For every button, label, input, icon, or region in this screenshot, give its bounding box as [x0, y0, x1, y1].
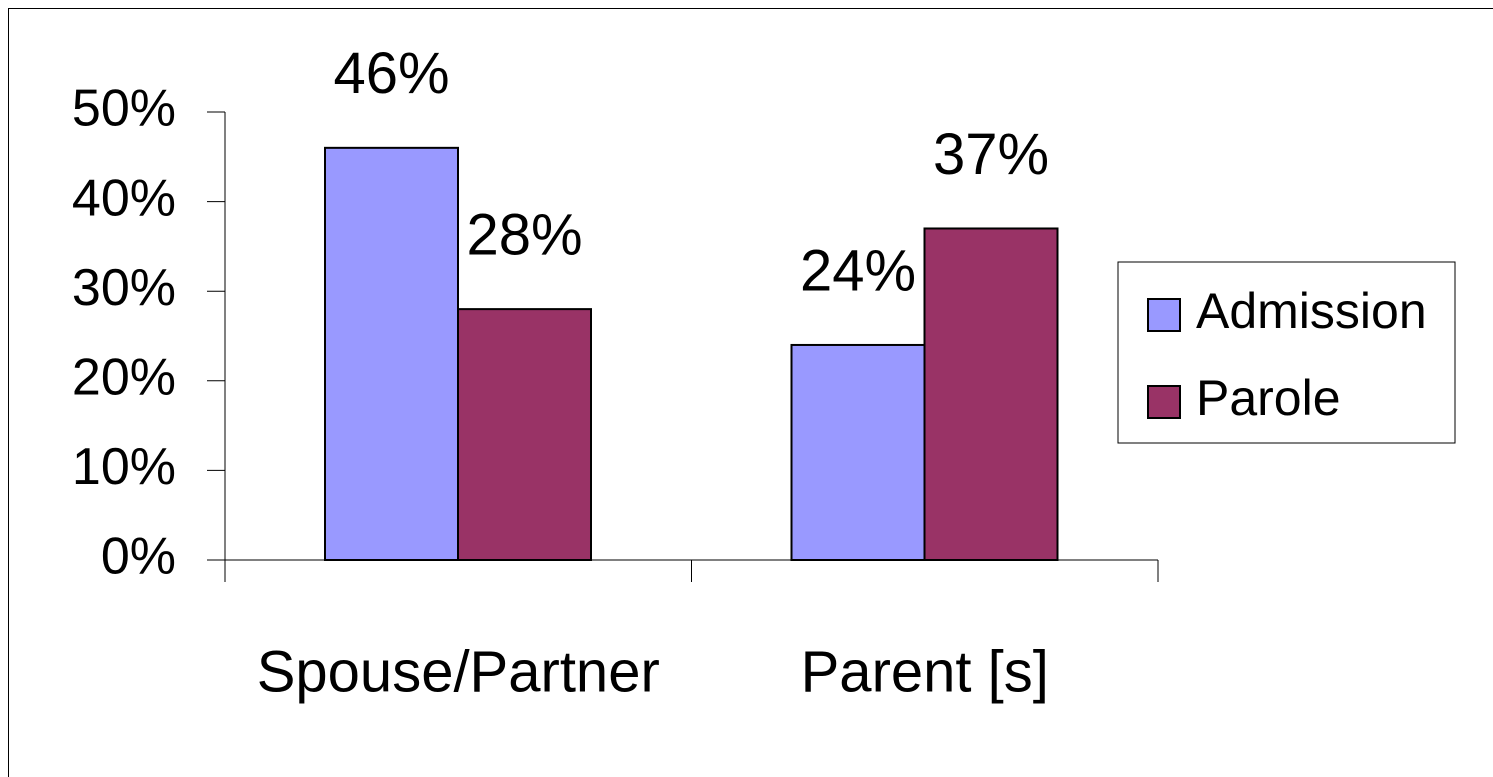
chart-frame [8, 8, 1493, 777]
x-tick-label: Parent [s] [801, 639, 1049, 704]
bar [457, 308, 592, 561]
bar [923, 227, 1059, 561]
value-label: 28% [466, 202, 582, 267]
y-tick-label: 10% [72, 438, 176, 496]
legend-label: Parole [1196, 370, 1341, 426]
legend-label: Admission [1196, 283, 1427, 339]
x-tick-label: Spouse/Partner [257, 639, 660, 704]
y-tick-label: 40% [72, 169, 176, 227]
bar [790, 343, 926, 561]
y-tick-label: 30% [72, 259, 176, 317]
bar [324, 146, 459, 561]
y-tick-label: 0% [101, 528, 176, 586]
value-label: 24% [800, 238, 916, 303]
y-tick-label: 50% [72, 80, 176, 138]
y-tick-label: 20% [72, 349, 176, 407]
value-label: 37% [933, 122, 1049, 187]
value-label: 46% [333, 41, 449, 106]
legend-swatch [1147, 298, 1181, 332]
legend-swatch [1147, 385, 1181, 419]
